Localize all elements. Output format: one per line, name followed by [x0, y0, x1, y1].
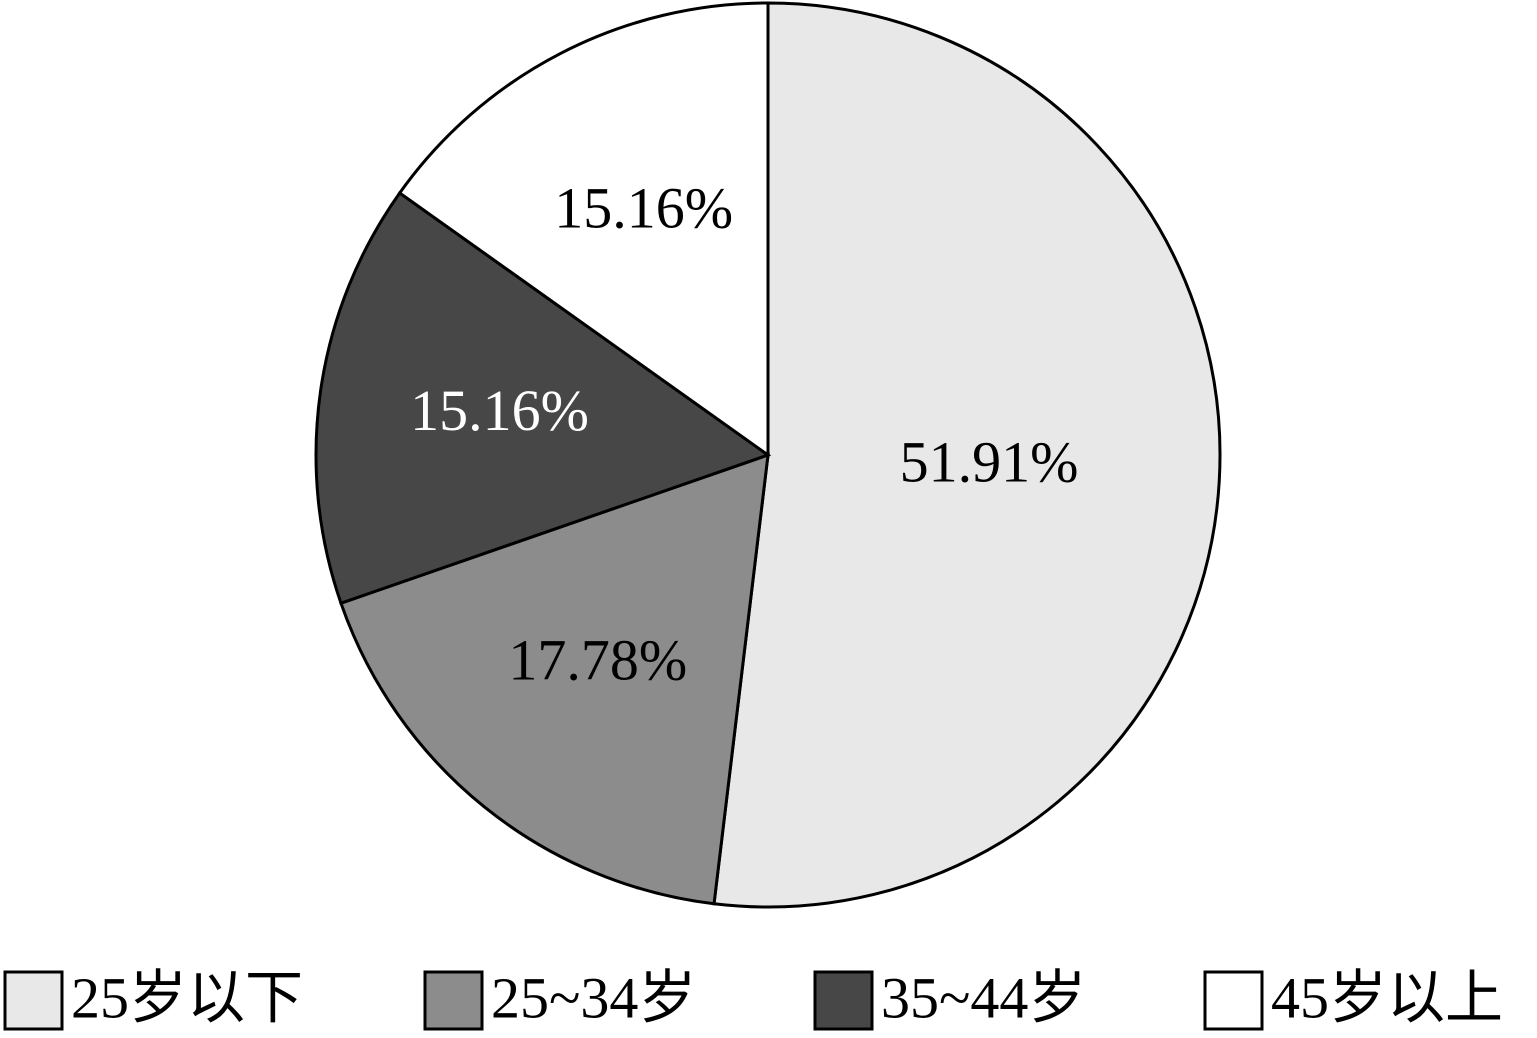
- data-label: 15.16%: [554, 175, 733, 240]
- legend-swatch: [423, 970, 484, 1031]
- data-label: 17.78%: [508, 627, 687, 692]
- legend-swatch: [3, 970, 64, 1031]
- data-label: 51.91%: [900, 430, 1079, 495]
- legend-label: 35~44岁: [881, 965, 1086, 1030]
- legend-swatch: [1203, 970, 1264, 1031]
- pie-slice: [397, 1, 770, 458]
- legend-swatch: [813, 970, 874, 1031]
- pie-slice: [314, 190, 772, 606]
- legend-label: 45岁以上: [1271, 965, 1503, 1030]
- legend-label: 25~34岁: [491, 965, 696, 1030]
- pie-slice: [712, 1, 1222, 909]
- legend-label: 25岁以下: [71, 965, 303, 1030]
- data-label: 15.16%: [410, 378, 589, 443]
